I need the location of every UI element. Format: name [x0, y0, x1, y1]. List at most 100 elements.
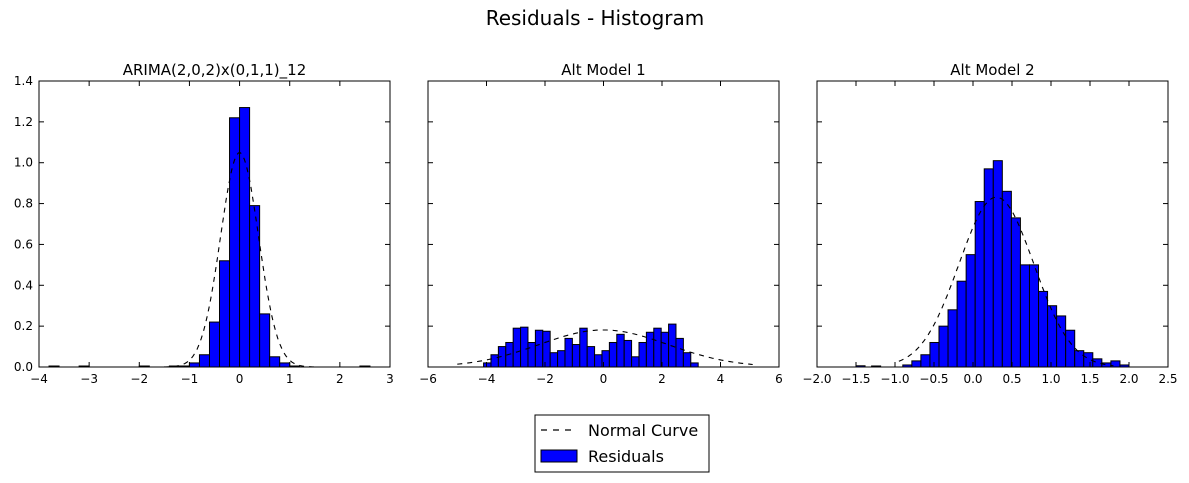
- histogram-bar: [1065, 329, 1076, 368]
- histogram-bar: [586, 346, 596, 368]
- histogram-bar: [1101, 362, 1112, 368]
- histogram-bar: [1028, 264, 1040, 368]
- histogram-bar: [974, 201, 985, 368]
- y-tick-label: 0.4: [14, 278, 33, 292]
- histogram-bar: [549, 352, 559, 368]
- histogram-bar: [911, 360, 922, 368]
- x-tick-label: 0: [600, 372, 608, 386]
- histogram-bar: [564, 337, 573, 368]
- histogram-bar: [623, 339, 633, 368]
- histogram-bar: [579, 327, 588, 368]
- panel-2: Alt Model 1 −6 −4 −2 0 2 4 6: [419, 61, 783, 386]
- y-tick-label: 1.4: [14, 74, 33, 88]
- x-tick-label: −2.0: [802, 372, 831, 386]
- histogram-bar: [527, 341, 536, 368]
- panels: ARIMA(2,0,2)x(0,1,1)_12 −4 −3 −2 −1 0 1 2 3 0.0 0.…: [14, 61, 1178, 386]
- legend: Normal Curve Residuals: [534, 414, 710, 473]
- histogram-bar: [1001, 190, 1012, 368]
- x-tick-label: 6: [775, 372, 783, 386]
- x-tick-label: −4: [30, 372, 48, 386]
- histogram-bar: [653, 327, 662, 368]
- histogram-bar: [638, 341, 647, 368]
- histogram-bar: [520, 326, 529, 368]
- histogram-bar: [483, 362, 492, 368]
- histogram-bar: [965, 254, 976, 368]
- normal-curve-line: [898, 196, 1114, 367]
- histogram-bars: [483, 323, 699, 368]
- y-tick-label: 0.6: [14, 237, 33, 251]
- histogram-bar: [594, 354, 603, 368]
- histogram-bar: [512, 327, 522, 368]
- histogram-bar: [1047, 305, 1058, 368]
- x-tick-label: 0.0: [963, 372, 982, 386]
- histogram-bar: [198, 354, 210, 368]
- x-tick-label: 3: [386, 372, 394, 386]
- legend-residuals-swatch: [540, 449, 578, 463]
- histogram-bar: [1056, 315, 1067, 368]
- histogram-bar: [269, 356, 281, 368]
- x-tick-label: 2.0: [1119, 372, 1138, 386]
- histogram-bar: [608, 341, 618, 368]
- histogram-bar: [1019, 264, 1030, 368]
- x-tick-label: 2.5: [1158, 372, 1177, 386]
- plot-frame: [816, 80, 1169, 368]
- histogram-bar: [616, 333, 625, 368]
- x-tick-label: 4: [717, 372, 725, 386]
- histogram-bar: [259, 313, 271, 368]
- legend-label-residuals: Residuals: [588, 447, 664, 466]
- histogram-bar: [1038, 290, 1049, 368]
- x-tick-label: −0.5: [919, 372, 948, 386]
- histogram-bar: [1074, 350, 1085, 368]
- panel-title: ARIMA(2,0,2)x(0,1,1)_12: [123, 61, 307, 80]
- histogram-bar: [239, 107, 251, 368]
- y-tick-label: 1.0: [14, 156, 33, 170]
- histogram-bar: [229, 117, 241, 368]
- histogram-bar: [1092, 358, 1103, 368]
- histogram-bars: [855, 160, 1130, 368]
- y-tick-label: 0.8: [14, 197, 33, 211]
- histogram-bar: [208, 321, 221, 368]
- histogram-bar: [920, 354, 931, 368]
- y-tick-label: 0.2: [14, 319, 33, 333]
- histogram-bar: [660, 331, 670, 368]
- histogram-bar: [490, 354, 499, 368]
- histogram-bar: [219, 260, 231, 368]
- histogram-bar: [188, 362, 200, 368]
- x-tick-label: 0.5: [1002, 372, 1021, 386]
- histogram-bar: [571, 344, 581, 368]
- x-tick-label: −1.0: [880, 372, 909, 386]
- x-tick-label: −6: [419, 372, 437, 386]
- histogram-bar: [956, 280, 967, 368]
- histogram-bars: [48, 107, 371, 368]
- histogram-bar: [645, 331, 655, 368]
- x-tick-label: 1.5: [1080, 372, 1099, 386]
- x-tick-label: 0: [236, 372, 244, 386]
- figure-suptitle: Residuals - Histogram: [486, 6, 705, 30]
- histogram-bar: [279, 362, 291, 368]
- x-tick-label: −2: [130, 372, 148, 386]
- panel-title: Alt Model 1: [561, 61, 645, 79]
- panel-3: Alt Model 2 −2.0 −1.5 −1.0 −0.5 0.0 0.5 1.0 1.5 2…: [802, 61, 1177, 386]
- normal-curve-line: [457, 329, 753, 366]
- histogram-bar: [690, 362, 699, 368]
- histogram-bar: [542, 330, 551, 368]
- histogram-bar: [631, 356, 640, 368]
- legend-label-normal-curve: Normal Curve: [588, 421, 698, 440]
- x-tick-label: −4: [478, 372, 496, 386]
- histogram-bar: [682, 352, 692, 368]
- histogram-bar: [534, 329, 544, 368]
- histogram-bar: [947, 309, 958, 368]
- histogram-bar: [992, 160, 1003, 368]
- y-tick-label: 1.2: [14, 115, 33, 129]
- y-tick-label: 0.0: [14, 360, 33, 374]
- plot-frame: [38, 80, 391, 368]
- histogram-bar: [938, 325, 949, 368]
- panel-1: ARIMA(2,0,2)x(0,1,1)_12 −4 −3 −2 −1 0 1 2 3 0.0 0.…: [14, 61, 394, 386]
- plot-frame: [427, 80, 780, 368]
- histogram-bar: [557, 350, 566, 368]
- x-tick-label: 1: [286, 372, 294, 386]
- x-tick-label: −1.5: [841, 372, 870, 386]
- x-tick-label: −1: [181, 372, 199, 386]
- x-tick-label: −3: [80, 372, 98, 386]
